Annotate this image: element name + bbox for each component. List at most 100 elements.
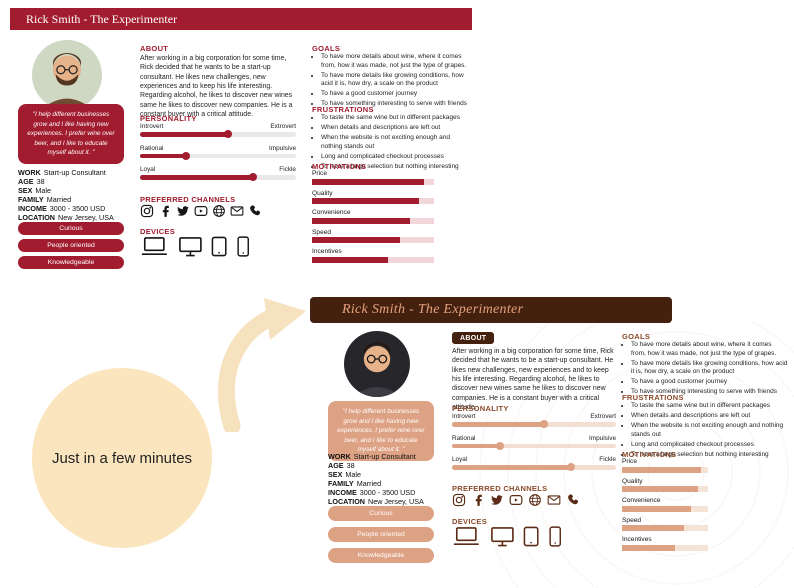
about-heading: ABOUT <box>452 332 495 344</box>
globe-icon <box>212 204 226 218</box>
laptop-icon <box>140 236 169 257</box>
motivation-track <box>622 486 708 492</box>
youtube-icon <box>194 204 208 218</box>
demographic-row: INCOME 3000 - 3500 USD <box>18 204 136 213</box>
demographic-value: Married <box>46 195 72 204</box>
frustration-item: To taste the same wine but in different … <box>321 114 472 123</box>
trait-pill: Curious <box>328 506 434 521</box>
demographic-label: SEX <box>18 186 33 195</box>
slider-labels: Rational Impulsive <box>140 145 296 152</box>
slider-track <box>140 173 296 182</box>
demographic-row: FAMILY Married <box>328 479 446 488</box>
motivation-label: Quality <box>622 477 643 485</box>
channel-icons <box>140 204 262 218</box>
motivation-row: Convenience <box>312 209 434 224</box>
frustration-item: To have a large selection but nothing in… <box>321 163 472 172</box>
demographic-label: AGE <box>328 461 344 470</box>
motivation-track <box>622 525 708 531</box>
demographic-row: SEX Male <box>18 186 136 195</box>
demographic-row: INCOME 3000 - 3500 USD <box>328 488 446 497</box>
devices-heading: DEVICES <box>140 227 176 236</box>
slider-track <box>452 420 616 429</box>
quote-card: "I help different businesses grow and I … <box>18 104 124 165</box>
demographic-row: LOCATION New Jersey, USA <box>18 213 136 222</box>
slider-right-label: Fickle <box>599 456 616 463</box>
motivation-track <box>622 466 708 473</box>
persona-header: Rick Smith - The Experimenter <box>10 8 472 30</box>
motivation-row: Price <box>622 458 708 473</box>
demographic-label: SEX <box>328 470 343 479</box>
frustration-item: When details and descriptions are left o… <box>631 412 788 421</box>
slider-fill <box>452 420 549 429</box>
motivation-row: Speed <box>312 229 434 243</box>
personality-slider: Introvert Extrovert <box>140 123 296 139</box>
demographic-row: AGE 38 <box>18 177 136 186</box>
persona-title: Rick Smith - The Experimenter <box>342 302 524 317</box>
slider-fill <box>140 130 232 139</box>
slider-right-label: Impulsive <box>269 144 296 152</box>
persona-title: Rick Smith - The Experimenter <box>26 11 178 26</box>
frustration-item: To have a large selection but nothing in… <box>631 451 788 460</box>
motivation-fill <box>312 237 400 243</box>
frustrations-heading: FRUSTRATIONS <box>312 105 374 114</box>
personality-slider: Loyal Fickle <box>452 456 616 472</box>
personality-sliders: Introvert Extrovert Rational Impulsive <box>452 413 616 472</box>
preferred-channels-heading: PREFERRED CHANNELS <box>140 195 236 204</box>
demographic-row: LOCATION New Jersey, USA <box>328 497 446 506</box>
monitor-icon <box>178 236 203 257</box>
motivation-row: Incentives <box>312 248 434 263</box>
globe-icon <box>528 493 542 507</box>
motivation-fill <box>312 198 420 204</box>
demographic-row: WORK Start-up Consultant <box>18 168 136 177</box>
frustration-item: When details and descriptions are left o… <box>321 124 472 133</box>
slider-track <box>452 441 616 450</box>
demographic-value: Male <box>345 470 361 479</box>
about-heading: ABOUT <box>140 44 169 53</box>
slider-knob <box>223 130 232 139</box>
callout-text: Just in a few minutes <box>51 449 193 467</box>
motivation-fill <box>312 256 388 263</box>
about-text: After working in a big corporation for s… <box>452 348 614 411</box>
monitor-icon <box>490 526 515 547</box>
tablet-icon <box>211 236 227 257</box>
demographic-label: FAMILY <box>18 195 44 204</box>
slider-right-label: Impulsive <box>589 434 616 442</box>
motivation-row: Quality <box>312 190 434 204</box>
quote-text: "I help different businesses grow and I … <box>337 408 425 454</box>
goals-list: To have more details about wine, where i… <box>622 341 788 398</box>
demographic-row: FAMILY Married <box>18 195 136 204</box>
smartphone-icon <box>549 526 561 547</box>
demographic-label: WORK <box>328 452 351 461</box>
demographic-label: LOCATION <box>328 497 365 506</box>
demographic-value: 3000 - 3500 USD <box>49 204 106 213</box>
demographic-value: Start-up Consultant <box>353 452 416 461</box>
slider-track <box>452 463 616 472</box>
devices-heading: DEVICES <box>452 517 488 526</box>
motivation-fill <box>622 525 684 531</box>
slider-fill <box>140 173 257 182</box>
facebook-icon <box>158 204 172 218</box>
slider-left-label: Rational <box>140 144 164 152</box>
slider-fill <box>452 441 505 450</box>
demographic-row: SEX Male <box>328 470 446 479</box>
goal-item: To have more details about wine, where i… <box>321 53 472 70</box>
avatar <box>344 331 410 397</box>
personality-slider: Rational Impulsive <box>140 145 296 160</box>
motivation-label: Convenience <box>312 209 351 216</box>
device-icons <box>452 526 561 547</box>
channel-icons <box>452 493 580 507</box>
youtube-icon <box>509 493 523 507</box>
frustration-item: Long and complicated checkout processes <box>321 153 472 162</box>
frustration-item: Long and complicated checkout processes <box>631 441 788 450</box>
motivations-heading: MOTIVATIONS <box>622 450 677 459</box>
goal-item: To have a good customer journey <box>631 378 788 387</box>
trait-pill: Knowledgeable <box>328 548 434 563</box>
motivation-row: Convenience <box>622 497 708 512</box>
slider-fill <box>140 151 190 160</box>
email-icon <box>230 204 244 218</box>
slider-track <box>140 151 296 160</box>
motivation-track <box>312 198 434 204</box>
demographics: WORK Start-up Consultant AGE 38 SEX Male FA… <box>18 168 136 222</box>
goal-item: To have more details like growing condit… <box>631 360 788 377</box>
motivations-heading: MOTIVATIONS <box>312 162 367 171</box>
